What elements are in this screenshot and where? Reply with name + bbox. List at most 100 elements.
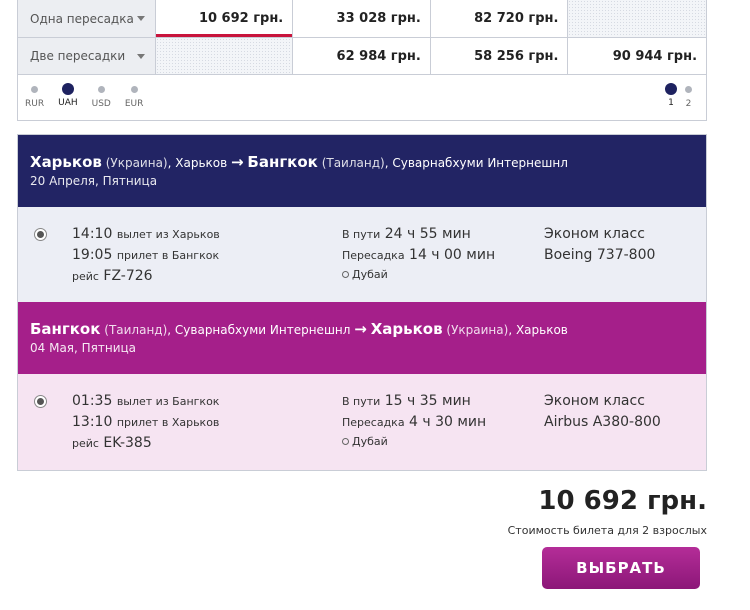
departure-text: вылет из Бангкок: [116, 395, 220, 408]
layover-value: 14 ч 00 мин: [409, 247, 496, 263]
layover-label: Пересадка: [342, 416, 405, 429]
price-cell[interactable]: 10 692 грн.: [155, 0, 294, 37]
dot-icon: [130, 86, 138, 93]
stop-city: Дубай: [352, 268, 388, 281]
stopover-icon: [342, 271, 349, 278]
currency-label: EUR: [124, 99, 144, 109]
total-price-note: Стоимость билета для 2 взрослых: [507, 524, 707, 537]
departure-time: 14:10: [72, 226, 113, 242]
radio-dot-icon: [37, 231, 44, 238]
duration-label: В пути: [342, 228, 381, 241]
origin-airport: , Харьков: [167, 156, 228, 170]
arrival-text: прилет в Харьков: [116, 416, 220, 429]
route-arrow-icon: →: [231, 153, 244, 171]
currency-switcher: RUR UAH USD EUR: [25, 75, 143, 120]
duration-column: В пути 15 ч 35 мин Пересадка 4 ч 30 мин …: [342, 391, 486, 450]
price-cell-empty: [155, 38, 294, 74]
price-cell[interactable]: 33 028 грн.: [293, 0, 431, 37]
dot-icon: [665, 83, 677, 95]
price-cell[interactable]: 90 944 грн.: [568, 38, 707, 74]
stop-point: Дубай: [342, 266, 495, 283]
aircraft-type: Airbus A380-800: [544, 414, 661, 430]
outbound-header: Харьков (Украина), Харьков → Бангкок (Та…: [18, 135, 706, 207]
dot-icon: [61, 83, 74, 95]
matrix-row-one-stop: Одна пересадка 10 692 грн. 33 028 грн. 8…: [18, 0, 707, 38]
page-label: 2: [685, 99, 692, 109]
price-cell[interactable]: 82 720 грн.: [430, 0, 569, 37]
cabin-class: Эконом класс: [544, 393, 645, 409]
cabin-class: Эконом класс: [544, 226, 645, 242]
flight-prefix: рейс: [72, 270, 99, 283]
outbound-flight: 14:10 вылет из Харьков 19:05 прилет в Ба…: [18, 207, 706, 302]
price-matrix: Одна пересадка 10 692 грн. 33 028 грн. 8…: [17, 0, 707, 121]
currency-usd[interactable]: USD: [92, 83, 111, 120]
matrix-pagination: 1 2: [665, 75, 692, 120]
destination-city: Бангкок: [247, 153, 318, 171]
flight-radio[interactable]: [34, 228, 47, 241]
chevron-down-icon: [136, 16, 145, 21]
arrival-text: прилет в Бангкок: [116, 249, 220, 262]
total-price: 10 692 грн.: [538, 486, 707, 516]
page-label: 1: [668, 98, 674, 108]
flight-number: FZ-726: [103, 268, 153, 284]
destination-airport: , Харьков: [508, 323, 568, 337]
destination-country: (Украина): [446, 323, 509, 337]
return-flight: 01:35 вылет из Бангкок 13:10 прилет в Ха…: [18, 374, 706, 470]
page-1[interactable]: 1: [665, 83, 677, 120]
page-2[interactable]: 2: [685, 83, 692, 120]
class-column: Эконом класс Boeing 737-800: [544, 224, 655, 266]
origin-country: (Украина): [105, 156, 168, 170]
stops-filter-two[interactable]: Две пересадки: [18, 38, 156, 74]
currency-label: USD: [91, 99, 111, 109]
duration-value: 15 ч 35 мин: [384, 393, 471, 409]
outbound-date: 20 Апреля, Пятница: [30, 174, 158, 188]
radio-dot-icon: [37, 398, 44, 405]
destination-airport: , Суварнабхуми Интернешнл: [384, 156, 568, 170]
dot-icon: [31, 86, 39, 93]
class-column: Эконом класс Airbus A380-800: [544, 391, 661, 433]
stop-point: Дубай: [342, 433, 486, 450]
return-header: Бангкок (Таиланд), Суварнабхуми Интернеш…: [18, 302, 706, 374]
aircraft-type: Boeing 737-800: [544, 247, 656, 263]
duration-label: В пути: [342, 395, 381, 408]
return-route: Бангкок (Таиланд), Суварнабхуми Интернеш…: [30, 320, 706, 338]
matrix-row-two-stops: Две пересадки 62 984 грн. 58 256 грн. 90…: [18, 38, 707, 75]
duration-column: В пути 24 ч 55 мин Пересадка 14 ч 00 мин…: [342, 224, 495, 283]
return-date: 04 Мая, Пятница: [30, 341, 137, 355]
price-cell-empty: [568, 0, 707, 37]
price-cell[interactable]: 58 256 грн.: [430, 38, 569, 74]
flight-details: Харьков (Украина), Харьков → Бангкок (Та…: [17, 134, 707, 471]
currency-label: UAH: [58, 98, 78, 108]
matrix-controls: RUR UAH USD EUR 1 2: [18, 75, 706, 121]
outbound-route: Харьков (Украина), Харьков → Бангкок (Та…: [30, 153, 706, 171]
origin-airport: , Суварнабхуми Интернешнл: [167, 323, 351, 337]
layover-label: Пересадка: [342, 249, 405, 262]
select-button[interactable]: ВЫБРАТЬ: [542, 547, 700, 589]
dot-icon: [97, 86, 105, 93]
price-cell[interactable]: 62 984 грн.: [293, 38, 431, 74]
origin-country: (Таиланд): [104, 323, 168, 337]
currency-eur[interactable]: EUR: [124, 83, 144, 120]
schedule-column: 14:10 вылет из Харьков 19:05 прилет в Ба…: [72, 224, 220, 287]
currency-uah[interactable]: UAH: [58, 83, 78, 120]
arrival-time: 19:05: [72, 247, 113, 263]
stops-filter-label: Одна пересадка: [30, 11, 134, 26]
flight-number: EK-385: [103, 435, 152, 451]
stops-filter-label: Две пересадки: [30, 49, 126, 63]
currency-rur[interactable]: RUR: [25, 83, 44, 120]
duration-value: 24 ч 55 мин: [384, 226, 471, 242]
arrival-time: 13:10: [72, 414, 113, 430]
dot-icon: [685, 86, 692, 93]
departure-text: вылет из Харьков: [116, 228, 220, 241]
destination-city: Харьков: [370, 320, 443, 338]
origin-city: Бангкок: [30, 320, 101, 338]
stopover-icon: [342, 438, 349, 445]
currency-label: RUR: [25, 99, 45, 109]
destination-country: (Таиланд): [321, 156, 385, 170]
flight-radio[interactable]: [34, 395, 47, 408]
origin-city: Харьков: [30, 153, 102, 171]
layover-value: 4 ч 30 мин: [409, 414, 487, 430]
stops-filter-one[interactable]: Одна пересадка: [18, 0, 156, 37]
stop-city: Дубай: [352, 435, 388, 448]
chevron-down-icon: [136, 53, 145, 59]
